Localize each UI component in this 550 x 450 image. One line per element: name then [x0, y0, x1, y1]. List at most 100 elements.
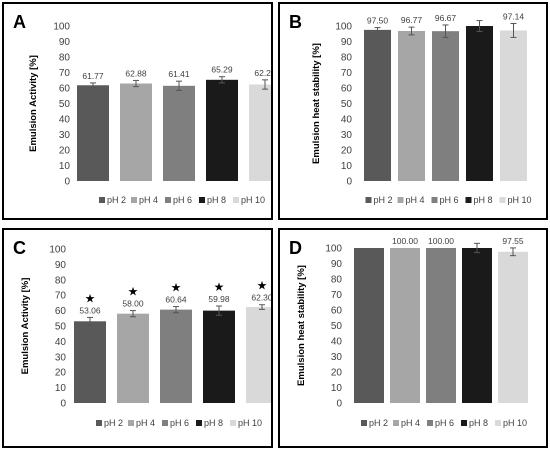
y-axis-label: Emulsion heat stability [%]: [296, 265, 307, 386]
legend-swatch: [365, 197, 372, 203]
legend-swatch: [427, 420, 433, 426]
significance-star: ★: [128, 285, 139, 299]
y-tick-label: 20: [59, 146, 71, 157]
y-axis-label: Emulsion Activity [%]: [28, 55, 39, 152]
bar-ph10: [498, 251, 528, 403]
y-tick-label: 100: [53, 22, 70, 33]
data-label: 100.00: [392, 236, 418, 246]
legend-label: pH 10: [503, 418, 527, 428]
legend-swatch: [96, 420, 102, 426]
legend-swatch: [199, 197, 205, 203]
y-tick-label: 100: [335, 22, 352, 33]
legend-label: pH 4: [401, 418, 420, 428]
y-tick-label: 90: [55, 260, 67, 271]
data-label: 100.00: [428, 236, 454, 246]
bar-ph2: [364, 29, 391, 181]
legend-label: pH 6: [170, 418, 189, 428]
data-label: 96.67: [435, 13, 457, 23]
y-axis-label: Emulsion Activity [%]: [20, 278, 31, 375]
bar-ph10: [246, 307, 271, 403]
y-tick-label: 0: [64, 177, 70, 188]
y-tick-label: 50: [341, 99, 353, 110]
y-tick-label: 0: [346, 177, 352, 188]
legend-label: pH 2: [104, 418, 123, 428]
legend-swatch: [230, 420, 236, 426]
legend-label: pH 8: [207, 195, 226, 205]
legend-label: pH 2: [107, 195, 126, 205]
y-tick-label: 70: [59, 68, 71, 79]
significance-star: ★: [257, 279, 268, 293]
significance-star: ★: [171, 281, 182, 295]
legend-label: pH 4: [136, 418, 155, 428]
data-label: 59.98: [208, 294, 230, 304]
data-label: 62.88: [125, 68, 147, 78]
bar-ph4: [390, 248, 420, 403]
data-label: 97.55: [502, 236, 524, 246]
bar-ph8: [462, 248, 492, 403]
data-label: 97.14: [503, 11, 525, 21]
legend-label: pH 10: [238, 418, 262, 428]
y-tick-label: 40: [341, 115, 353, 126]
panel-label: A: [13, 12, 26, 32]
legend-swatch: [397, 197, 404, 203]
y-tick-label: 90: [341, 37, 353, 48]
data-label: 61.41: [168, 69, 190, 79]
y-tick-label: 90: [331, 259, 343, 270]
bar-ph6: [163, 85, 195, 181]
y-tick-label: 50: [331, 321, 343, 332]
bar-ph4: [398, 31, 425, 181]
y-tick-label: 30: [59, 130, 71, 141]
data-label: 96.77: [401, 15, 423, 25]
bar-ph6: [432, 31, 459, 181]
data-label: 58.00: [122, 299, 144, 309]
chart-panel-d: D 0 10 20 30 40 50 60 70 80 90 100 Emulsion heat sta…: [278, 228, 548, 448]
legend-swatch: [99, 197, 105, 203]
y-tick-label: 10: [331, 383, 343, 394]
y-tick-label: 20: [341, 146, 353, 157]
legend-swatch: [461, 420, 467, 426]
y-tick-label: 60: [55, 306, 67, 317]
y-tick-label: 10: [341, 161, 353, 172]
legend-label: pH 2: [374, 195, 393, 205]
legend-label: pH 2: [369, 418, 388, 428]
y-tick-label: 20: [331, 368, 343, 379]
legend-swatch: [431, 197, 438, 203]
y-tick-label: 70: [331, 290, 343, 301]
legend-swatch: [128, 420, 134, 426]
y-tick-label: 80: [341, 53, 353, 64]
chart-panel-a: A 0 10 20 30 40 50 60 70 80 90 100 Emulsion Activity…: [2, 2, 273, 220]
y-tick-label: 0: [60, 399, 66, 410]
y-tick-label: 10: [59, 161, 71, 172]
data-label: 61.77: [82, 71, 104, 81]
y-tick-label: 40: [59, 115, 71, 126]
chart-svg: D 0 10 20 30 40 50 60 70 80 90 100 Emulsion heat sta…: [289, 236, 528, 428]
data-label: 62.26: [254, 68, 271, 78]
legend-swatch: [361, 420, 367, 426]
bar-ph8: [203, 310, 235, 403]
panel-label: C: [13, 238, 26, 258]
y-tick-label: 30: [331, 352, 343, 363]
y-tick-label: 40: [331, 337, 343, 348]
y-tick-label: 80: [59, 53, 71, 64]
bar-ph2: [354, 248, 384, 403]
legend-label: pH 4: [406, 195, 425, 205]
y-tick-label: 50: [59, 99, 71, 110]
legend-label: pH 8: [469, 418, 488, 428]
legend-swatch: [196, 420, 202, 426]
y-tick-label: 10: [55, 383, 67, 394]
y-tick-label: 70: [55, 291, 67, 302]
legend-swatch: [393, 420, 399, 426]
significance-star: ★: [85, 291, 96, 305]
legend-swatch: [495, 420, 501, 426]
y-tick-label: 20: [55, 368, 67, 379]
data-label: 62.30: [251, 293, 271, 303]
legend-swatch: [465, 197, 472, 203]
bar-ph4: [120, 83, 152, 181]
y-tick-label: 90: [59, 37, 71, 48]
legend-label: pH 6: [440, 195, 459, 205]
legend-label: pH 6: [173, 195, 192, 205]
data-label: 97.50: [367, 16, 389, 26]
data-label: 65.29: [211, 65, 233, 75]
chart-svg: A 0 10 20 30 40 50 60 70 80 90 100 Emulsion Activity…: [13, 12, 271, 205]
legend-label: pH 6: [435, 418, 454, 428]
